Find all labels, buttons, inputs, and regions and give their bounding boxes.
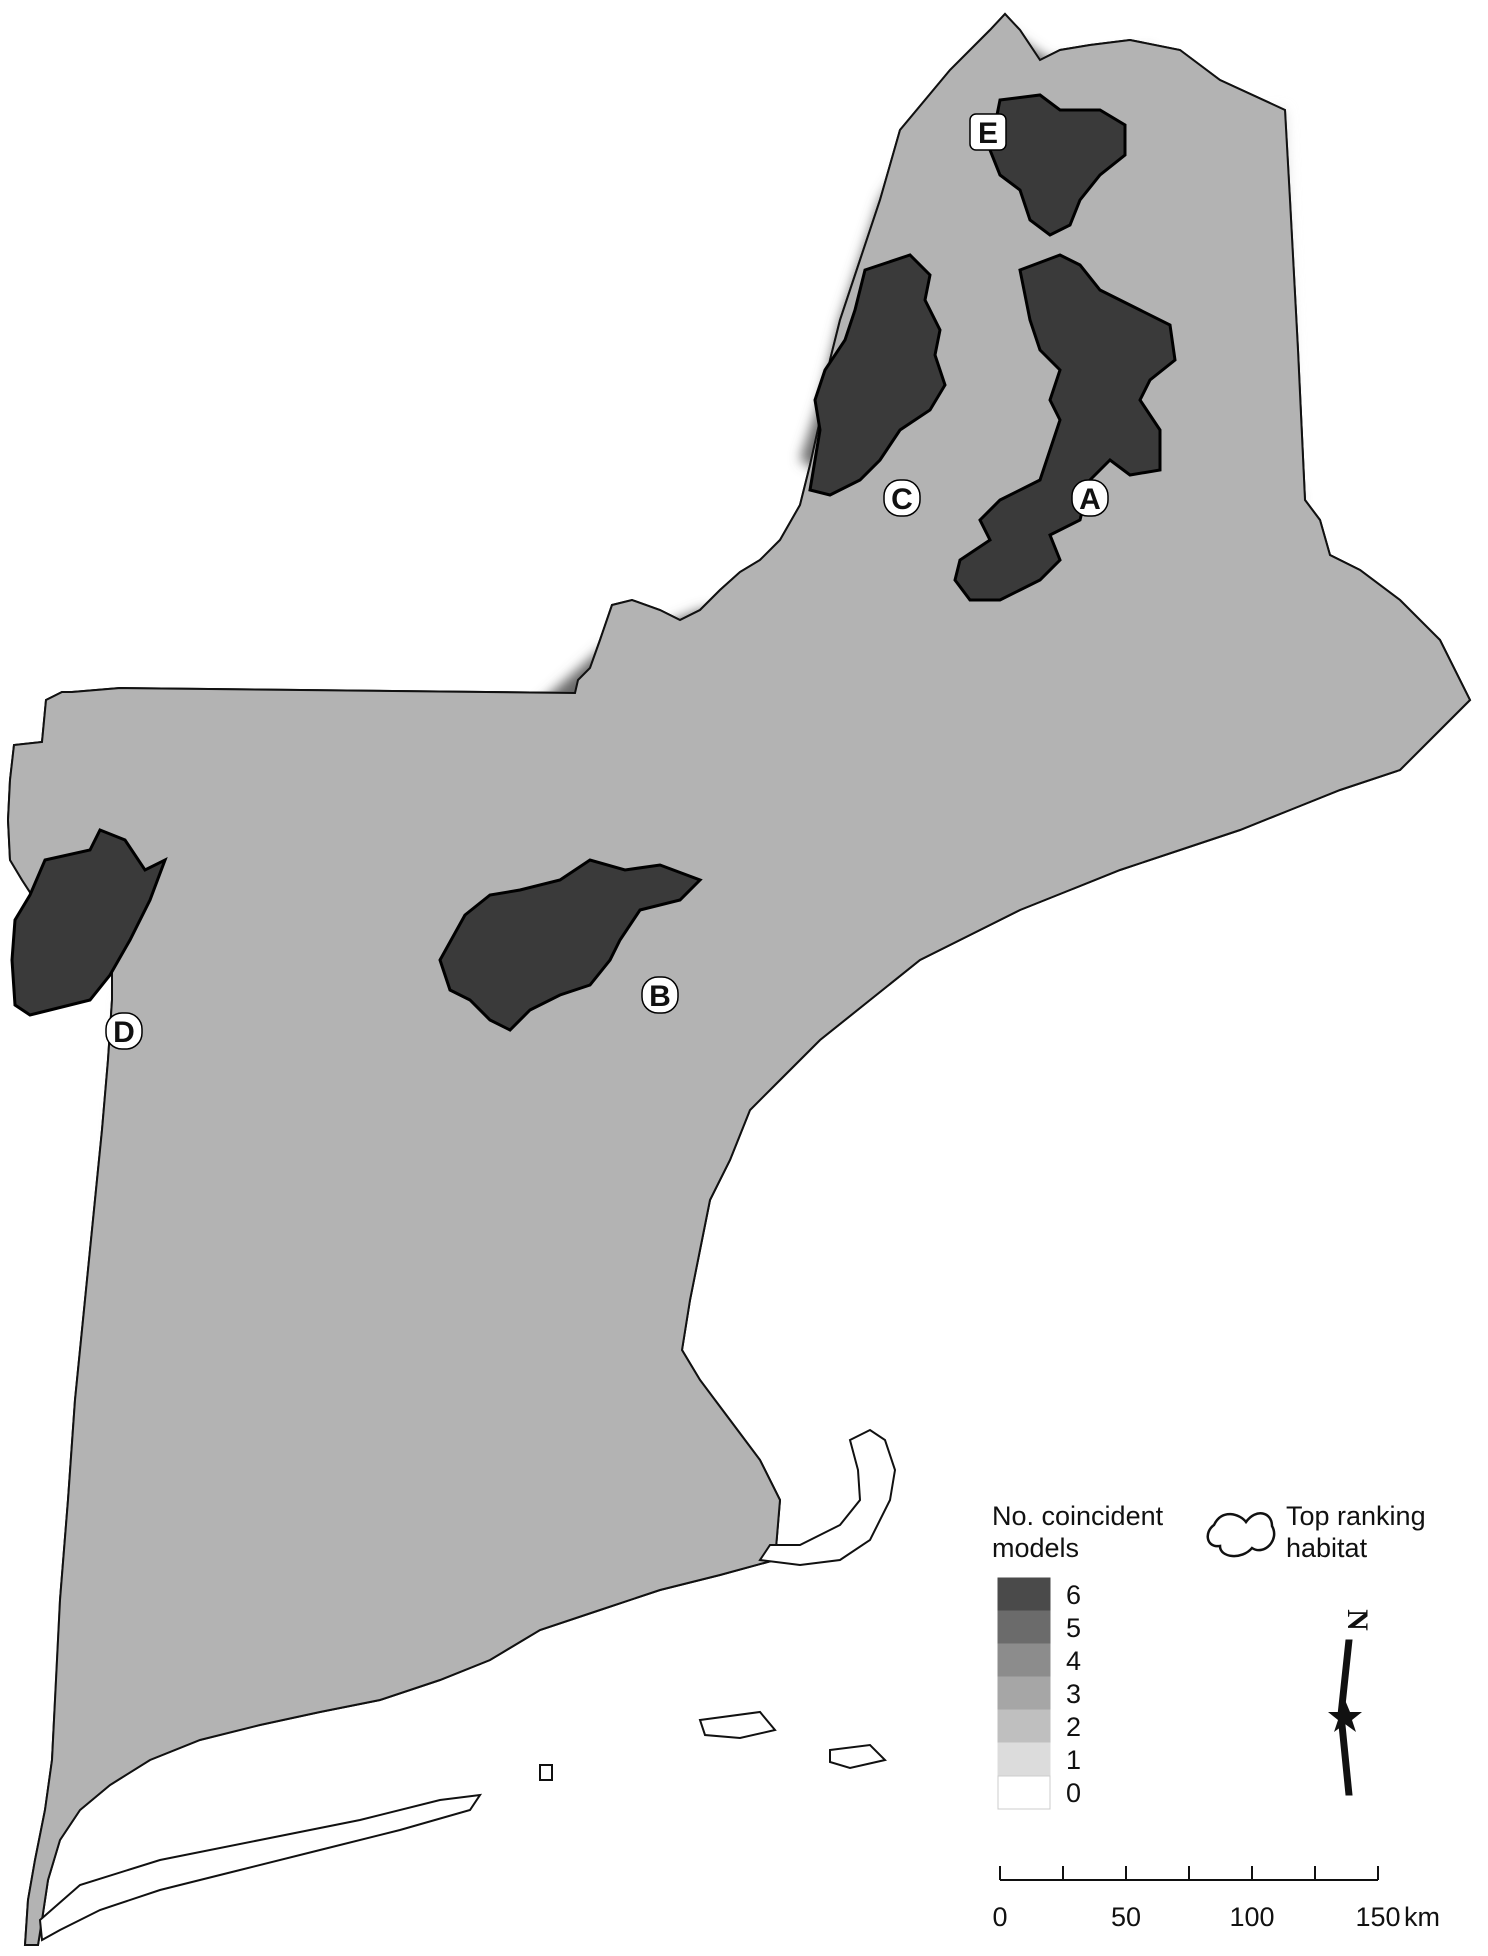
site-label-d: D (105, 1012, 143, 1050)
legend-label-5: 5 (1066, 1613, 1081, 1643)
nantucket (829, 1743, 887, 1770)
long-island (38, 1793, 483, 1942)
legend-label-3: 3 (1066, 1679, 1081, 1709)
habitat-legend-line1: Top ranking (1286, 1501, 1426, 1531)
svg-text:E: E (978, 117, 998, 150)
habitat-outline-icon (1206, 1512, 1276, 1558)
scale-ticks: 0 50 100 150 (992, 1866, 1401, 1932)
habitat-area-e (988, 93, 1127, 237)
site-label-b: B (641, 976, 679, 1014)
legend-swatch-4 (997, 1643, 1051, 1678)
legend-swatch-0 (997, 1775, 1051, 1810)
north-arrow-letter: N (1341, 1609, 1374, 1631)
top-ranking-habitat-areas (10, 93, 1177, 1032)
legend-label-1: 1 (1066, 1745, 1081, 1775)
habitat-area-d (10, 828, 168, 1017)
svg-text:C: C (891, 483, 913, 516)
legend-title-line2: models (992, 1533, 1079, 1563)
legend: No. coincident models Top ranking habita… (992, 1501, 1426, 1810)
legend-title-line1: No. coincident (992, 1501, 1164, 1531)
site-label-e: E (969, 113, 1007, 151)
scale-tick-label: 50 (1111, 1902, 1141, 1932)
svg-text:B: B (649, 980, 671, 1013)
legend-label-0: 0 (1066, 1778, 1081, 1808)
islands (38, 1428, 897, 1942)
svg-text:D: D (113, 1016, 135, 1049)
habitat-legend-line2: habitat (1286, 1533, 1368, 1563)
legend-label-2: 2 (1066, 1712, 1081, 1742)
scale-tick-label: 100 (1229, 1902, 1274, 1932)
cape-cod (758, 1428, 897, 1567)
legend-swatch-3 (997, 1676, 1051, 1711)
scale-bar: 0 50 100 150 km (992, 1866, 1440, 1932)
north-arrow-star-icon (1328, 1700, 1362, 1732)
habitat-area-b (438, 858, 703, 1032)
site-label-c: C (883, 479, 921, 517)
legend-swatch-5 (997, 1610, 1051, 1645)
north-arrow: N (1328, 1609, 1374, 1796)
svg-text:A: A (1079, 483, 1101, 516)
marthas-vineyard (698, 1710, 777, 1740)
block-island (539, 1764, 553, 1781)
legend-swatch-6 (997, 1577, 1051, 1612)
site-labels: A B C D E (105, 113, 1109, 1050)
habitat-area-c (808, 253, 947, 497)
habitat-area-a (953, 253, 1177, 602)
site-label-a: A (1071, 479, 1109, 517)
legend-label-6: 6 (1066, 1580, 1081, 1610)
legend-label-4: 4 (1066, 1646, 1081, 1676)
scale-bar-unit: km (1404, 1902, 1440, 1932)
scale-tick-label: 0 (992, 1902, 1007, 1932)
legend-swatch-1 (997, 1742, 1051, 1777)
legend-swatch-2 (997, 1709, 1051, 1744)
scale-tick-label: 150 (1355, 1902, 1400, 1932)
